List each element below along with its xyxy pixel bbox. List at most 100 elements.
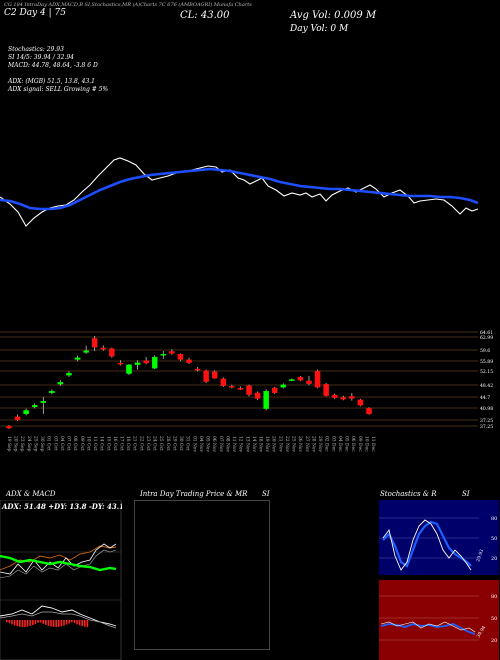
x-tick-label: 30 Oct — [178, 436, 183, 451]
x-tick-label: 25 Sep — [32, 436, 37, 452]
candle — [66, 371, 72, 378]
adx-value: ADX: (MGB) 51.5, 13.8, 43.1 — [8, 78, 95, 85]
header-left-big: C2 Day 4 | 75 — [4, 8, 66, 18]
macd-histogram-bar — [76, 620, 78, 625]
intraday-title-suffix: SI — [262, 490, 270, 498]
candle — [306, 376, 312, 386]
macd-histogram-bar — [24, 620, 26, 627]
y-tick-label: 62.99 — [480, 335, 493, 341]
x-tick-label: 05 Dec — [344, 436, 349, 452]
candle-body — [211, 371, 218, 379]
rsi-tick-50: 50 — [491, 616, 497, 622]
avg-volume: Avg Vol: 0.009 M — [290, 10, 377, 21]
x-tick-label: 08 Nov — [224, 436, 229, 452]
x-tick-label: 10 Oct — [85, 436, 90, 451]
x-tick-label: 29 Nov — [317, 436, 322, 452]
candle-body — [134, 362, 141, 365]
candle-body — [271, 387, 278, 394]
candle — [109, 347, 115, 358]
macd-histogram-bar — [8, 620, 11, 624]
stochastics-rsi-panel: 80 50 20 29.93 80 50 20 39.94 — [379, 500, 499, 660]
x-tick-label: 13 Nov — [244, 436, 249, 452]
macd-histogram-bar — [21, 620, 24, 627]
candle — [57, 380, 64, 386]
x-tick-label: 08 Oct — [72, 436, 77, 451]
candle-body — [74, 357, 81, 360]
header-top-line: CG 184 IntraDay ADX,MACD,B SI,Stochastic… — [4, 2, 252, 8]
x-tick-label: 14 Oct — [99, 436, 104, 451]
stochastics-title: Stochastics & R — [380, 490, 437, 498]
candle — [237, 386, 244, 391]
candle — [83, 345, 89, 354]
candle-body — [366, 408, 372, 415]
candle-body — [306, 380, 312, 384]
macd-histogram-bar — [47, 620, 50, 626]
intraday-panel — [134, 500, 270, 650]
candle — [91, 335, 98, 352]
x-tick-label: 07 Oct — [66, 436, 71, 451]
x-tick-label: 12 Nov — [238, 436, 243, 452]
candle — [254, 391, 261, 400]
candle — [271, 386, 278, 394]
stochastics-panel-bg — [379, 500, 499, 575]
candle — [117, 360, 124, 366]
macd-histogram-bar — [65, 620, 68, 625]
x-tick-label: 21 Oct — [132, 436, 137, 451]
candle-body — [31, 405, 38, 408]
rsi-tick-80: 80 — [491, 594, 497, 600]
y-tick-label: 37.25 — [480, 424, 493, 430]
candle-body — [357, 399, 364, 406]
candle — [23, 408, 29, 416]
candle-body — [109, 348, 115, 357]
candle — [31, 403, 38, 409]
candle-body — [143, 360, 149, 364]
candle — [211, 370, 218, 379]
candle-body — [246, 385, 252, 395]
candle-body — [100, 347, 107, 350]
y-tick-label: 52.15 — [480, 369, 493, 375]
candle-body — [57, 382, 64, 385]
x-tick-label: 05 Nov — [205, 436, 210, 452]
macd-histogram-bar — [45, 620, 47, 625]
x-tick-label: 25 Oct — [158, 436, 163, 451]
candle-body — [160, 354, 167, 356]
x-tick-label: 03 Dec — [330, 436, 335, 452]
y-tick-label: 40.98 — [480, 406, 493, 412]
candle — [160, 351, 167, 359]
x-tick-label: 04 Nov — [198, 436, 203, 452]
candle — [177, 353, 184, 362]
macd-histogram-bar — [86, 620, 89, 627]
candle — [134, 360, 141, 370]
candle — [100, 345, 107, 351]
adx-signal: ADX signal: SELL Growing # 5% — [8, 86, 109, 93]
candle-body — [40, 401, 47, 403]
candle — [366, 407, 372, 415]
candle-body — [126, 364, 132, 374]
x-tick-label: 11 Oct — [92, 436, 97, 451]
x-tick-label: 26 Nov — [297, 436, 302, 452]
y-tick-label: 64.61 — [480, 330, 493, 336]
y-tick-label: 37.25 — [480, 418, 493, 424]
macd-histogram-bar — [60, 620, 63, 627]
candle — [40, 397, 47, 414]
macd-histogram-bar — [13, 620, 16, 626]
x-tick-label: 18 Nov — [257, 436, 262, 452]
macd-histogram-bar — [29, 620, 31, 626]
candle-body — [151, 356, 158, 369]
macd-histogram-bar — [81, 620, 83, 627]
stoch-tick-80: 80 — [491, 516, 497, 522]
close-label: CL: 43.00 — [180, 10, 230, 21]
rsi-panel-bg — [379, 580, 499, 660]
candle-body — [49, 390, 55, 394]
price-line — [0, 157, 479, 227]
macd-histogram-bar — [73, 620, 76, 624]
macd-value: MACD: 44.78, 48.64, -3.8 6 D — [8, 62, 98, 69]
y-tick-label: 44.7 — [480, 395, 490, 401]
x-tick-label: 20 Nov — [271, 436, 276, 452]
candle-body — [331, 394, 338, 398]
x-tick-label: 20 Sep — [13, 436, 18, 452]
rsi-tick-20: 20 — [491, 638, 497, 644]
x-tick-label: 09 Oct — [79, 436, 84, 451]
